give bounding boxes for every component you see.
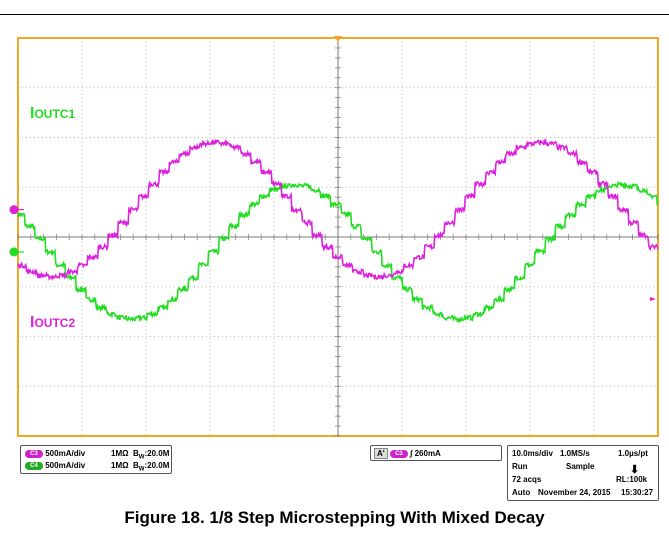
channel-c3-scale: 500mA/div <box>45 449 86 458</box>
ground-marker-c4[interactable] <box>9 247 19 257</box>
trigger-edge-icon: ∫ <box>410 449 413 458</box>
acq-date: November 24, 2015 <box>538 488 611 497</box>
channel-settings-panel: C3 500mA/div 1MΩ BW:20.0M C4 500mA/div 1… <box>20 445 172 474</box>
trigger-panel: A' C3 ∫ 260mA <box>370 445 502 461</box>
channel-c4-impedance-row: 1MΩ BW:20.0M <box>111 461 169 473</box>
acq-record-length: RL:100k <box>616 475 648 484</box>
channel-c3-impedance-row: 1MΩ BW:20.0M <box>111 449 169 461</box>
channel-c3-bw: BW:20.0M <box>133 449 170 461</box>
channel-markers <box>9 205 24 257</box>
channel-c3-row: C3 500mA/div <box>25 449 85 458</box>
trigger-row: A' C3 ∫ 260mA <box>374 448 441 459</box>
channel-c4-scale: 500mA/div <box>45 461 86 470</box>
trace-group <box>17 137 659 324</box>
trigger-level: 260mA <box>414 449 441 458</box>
trigger-level-arrow <box>650 297 656 301</box>
trigger-position-marker <box>334 36 342 42</box>
plot-grid <box>17 37 659 437</box>
ground-marker-c3[interactable] <box>9 205 19 215</box>
channel-c4-badge[interactable]: C4 <box>25 461 43 470</box>
channel-c3-impedance: 1MΩ <box>111 449 129 458</box>
trace-ioutc1 <box>17 180 659 324</box>
trace-label-ioutc2: IOUTC2 <box>30 314 75 331</box>
acq-trigger-mode: Auto <box>512 488 531 497</box>
acq-mode: Sample <box>566 462 595 471</box>
trace-labels: IOUTC1 IOUTC2 <box>30 105 75 331</box>
oscilloscope-chart: IOUTC1 IOUTC2 <box>9 36 659 437</box>
trigger-source-badge[interactable]: C3 <box>389 449 408 458</box>
acq-resolution: 1.0µs/pt <box>618 449 648 458</box>
channel-c4-row: C4 500mA/div <box>25 461 85 470</box>
channel-c3-badge[interactable]: C3 <box>25 449 43 458</box>
top-rule <box>0 14 669 15</box>
acq-timebase: 10.0ms/div <box>512 449 553 458</box>
channel-c4-impedance: 1MΩ <box>111 461 129 470</box>
acq-trigger-arrow-icon: ⬇ <box>630 464 640 476</box>
acq-time: 15:30:27 <box>621 488 654 497</box>
acquisition-panel: 10.0ms/div 1.0MS/s 1.0µs/pt Run Sample ⬇… <box>507 445 659 501</box>
acq-count: 72 acqs <box>512 475 542 484</box>
acq-sample-rate: 1.0MS/s <box>560 449 590 458</box>
channel-c4-bw: BW:20.0M <box>133 461 170 473</box>
acq-state: Run <box>512 462 528 471</box>
figure-caption: Figure 18. 1/8 Step Microstepping With M… <box>124 508 545 527</box>
trigger-marker-label: A' <box>374 448 388 459</box>
trace-label-ioutc1: IOUTC1 <box>30 105 75 122</box>
trace-ioutc2 <box>17 137 659 281</box>
